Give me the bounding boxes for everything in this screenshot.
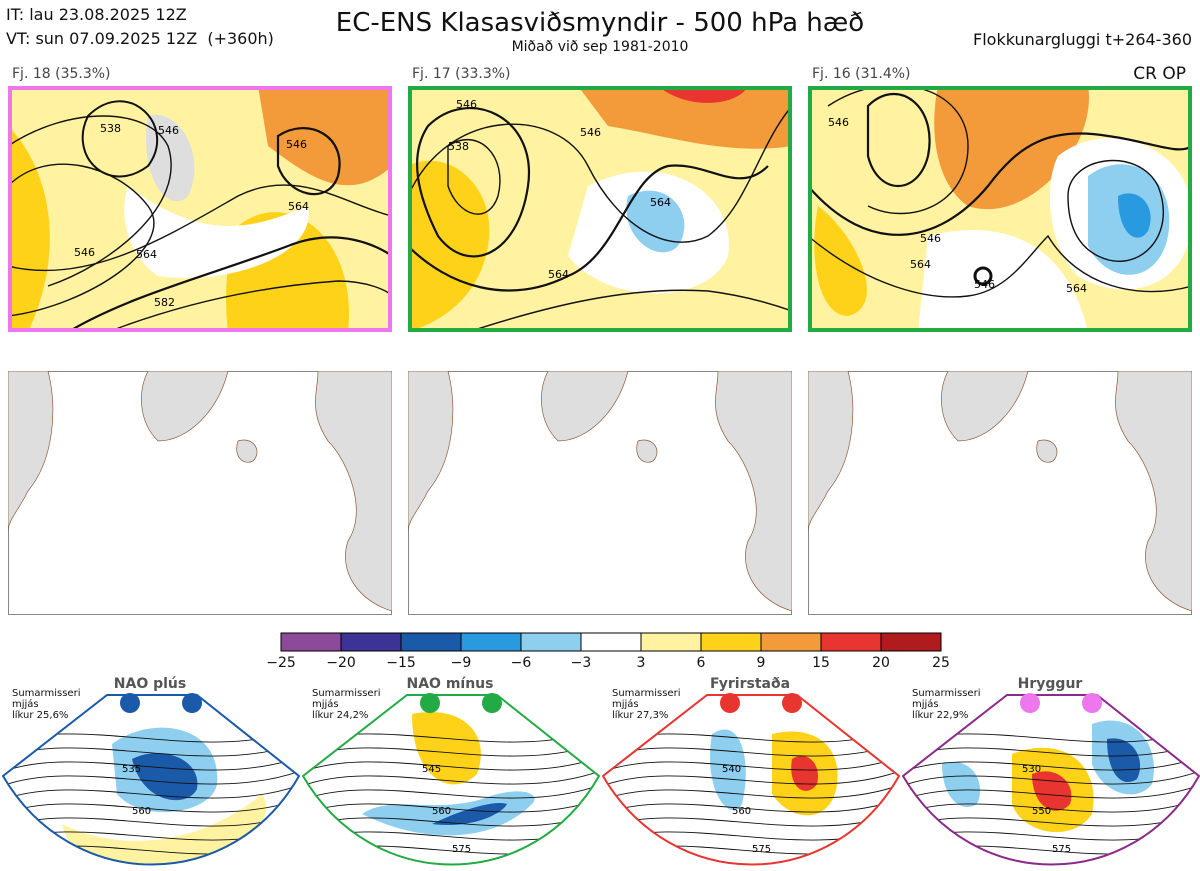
contour-label: 560	[432, 806, 451, 817]
regime-title: NAO mínus	[406, 676, 494, 692]
blank-map-3	[808, 371, 1192, 615]
contour-label: 575	[752, 844, 771, 855]
contour-label: 546	[286, 138, 307, 151]
regime-title: NAO plús	[113, 676, 187, 692]
regime-marker-dot	[1020, 693, 1040, 713]
valid-time: VT: sun 07.09.2025 12Z (+360h)	[6, 29, 274, 48]
colorbar-cell	[880, 632, 942, 652]
colorbar-tick-label: −6	[510, 655, 532, 671]
colorbar-tick-label: 25	[932, 655, 950, 671]
regime-map: 530 550 575	[902, 694, 1200, 866]
colorbar-cell	[640, 632, 702, 652]
cluster-2-border	[408, 86, 792, 332]
regime-title: Hryggur	[1017, 676, 1083, 692]
colorbar-cell	[280, 632, 342, 652]
colorbar-cell	[520, 632, 582, 652]
contour-label: 575	[1052, 844, 1071, 855]
colorbar-tick-label: 9	[756, 655, 766, 671]
regime-note: Sumarmisseri mjjás líkur 24,2%	[312, 688, 381, 721]
regime-note: Sumarmisseri mjjás líkur 25,6%	[12, 688, 81, 721]
contour-label: 550	[1032, 806, 1051, 817]
colorbar-tick-label: 15	[812, 655, 830, 671]
colorbar-cell	[580, 632, 642, 652]
contour-label: 560	[132, 806, 151, 817]
contour-label: 540	[722, 764, 741, 775]
contour-label: 546	[158, 124, 179, 137]
regime-border	[602, 694, 900, 866]
regime-marker-dot	[720, 693, 740, 713]
page-subtitle: Miðað við sep 1981-2010	[511, 39, 689, 55]
colorbar-tick-label: 3	[636, 655, 646, 671]
colorbar-cell	[340, 632, 402, 652]
regime-map: 545 560 575	[302, 694, 600, 866]
contour-label: 546	[974, 278, 995, 291]
cluster-2-map: 546 538 546 564 564	[408, 86, 792, 332]
regime-note: Sumarmisseri mjjás líkur 27,3%	[612, 688, 681, 721]
contour-label: 546	[580, 126, 601, 139]
contour-label: 535	[122, 764, 141, 775]
contour-label: 546	[828, 116, 849, 129]
initial-time: IT: lau 23.08.2025 12Z	[6, 5, 187, 24]
regime-map: 535 560	[2, 694, 300, 866]
contour-label: 546	[456, 98, 477, 111]
regime-marker-dot	[182, 693, 202, 713]
contour-label: 564	[288, 200, 309, 213]
colorbar-cell	[700, 632, 762, 652]
contour-label: 545	[422, 764, 441, 775]
regime-marker-dot	[120, 693, 140, 713]
colorbar-tick-label: 20	[872, 655, 890, 671]
cr-op-label: CR OP	[1133, 64, 1186, 84]
regime-map: 540 560 575	[602, 694, 900, 866]
cluster-1-label: Fj. 18 (35.3%)	[12, 66, 111, 82]
cluster-3-label: Fj. 16 (31.4%)	[812, 66, 911, 82]
contour-label: 560	[732, 806, 751, 817]
colorbar-tick-label: −15	[386, 655, 416, 671]
contour-label: 575	[452, 844, 471, 855]
contour-label: 582	[154, 296, 175, 309]
colorbar-tick-label: −3	[570, 655, 592, 671]
regime-border	[302, 694, 600, 866]
colorbar-tick-label: −9	[450, 655, 472, 671]
regime-marker-dot	[1082, 693, 1102, 713]
regime-border	[902, 694, 1200, 866]
contour-label: 564	[136, 248, 157, 261]
regime-marker-dot	[782, 693, 802, 713]
blank-map-1	[8, 371, 392, 615]
regime-title: Fyrirstaða	[709, 676, 791, 692]
cluster-3-map: 546 546 564 546 564	[808, 86, 1192, 332]
clustering-window: Flokkunargluggi t+264-360	[973, 30, 1192, 49]
contour-label: 546	[74, 246, 95, 259]
regime-note: Sumarmisseri mjjás líkur 22,9%	[912, 688, 981, 721]
colorbar-cell	[460, 632, 522, 652]
colorbar-tick-label: 6	[696, 655, 706, 671]
page-title: EC-ENS Klasasviðsmyndir - 500 hPa hæð	[335, 8, 865, 38]
contour-label: 564	[910, 258, 931, 271]
regime-marker-dot	[482, 693, 502, 713]
contour-label: 564	[548, 268, 569, 281]
regime-border	[2, 694, 300, 866]
colorbar-cell	[760, 632, 822, 652]
contour-label: 538	[448, 140, 469, 153]
contour-label: 564	[1066, 282, 1087, 295]
contour-label: 530	[1022, 764, 1041, 775]
colorbar-tick-label: −25	[266, 655, 296, 671]
colorbar-cell	[820, 632, 882, 652]
colorbar-cell	[400, 632, 462, 652]
cluster-3-border	[808, 86, 1192, 332]
contour-label: 564	[650, 196, 671, 209]
cluster-1-map: 538 546 546 564 546 564 582	[8, 86, 392, 332]
colorbar-tick-label: −20	[326, 655, 356, 671]
contour-label: 546	[920, 232, 941, 245]
cluster-2-label: Fj. 17 (33.3%)	[412, 66, 511, 82]
regime-marker-dot	[420, 693, 440, 713]
cluster-1-border	[8, 86, 392, 332]
colorbar	[280, 632, 942, 652]
contour-label: 538	[100, 122, 121, 135]
blank-map-2	[408, 371, 792, 615]
